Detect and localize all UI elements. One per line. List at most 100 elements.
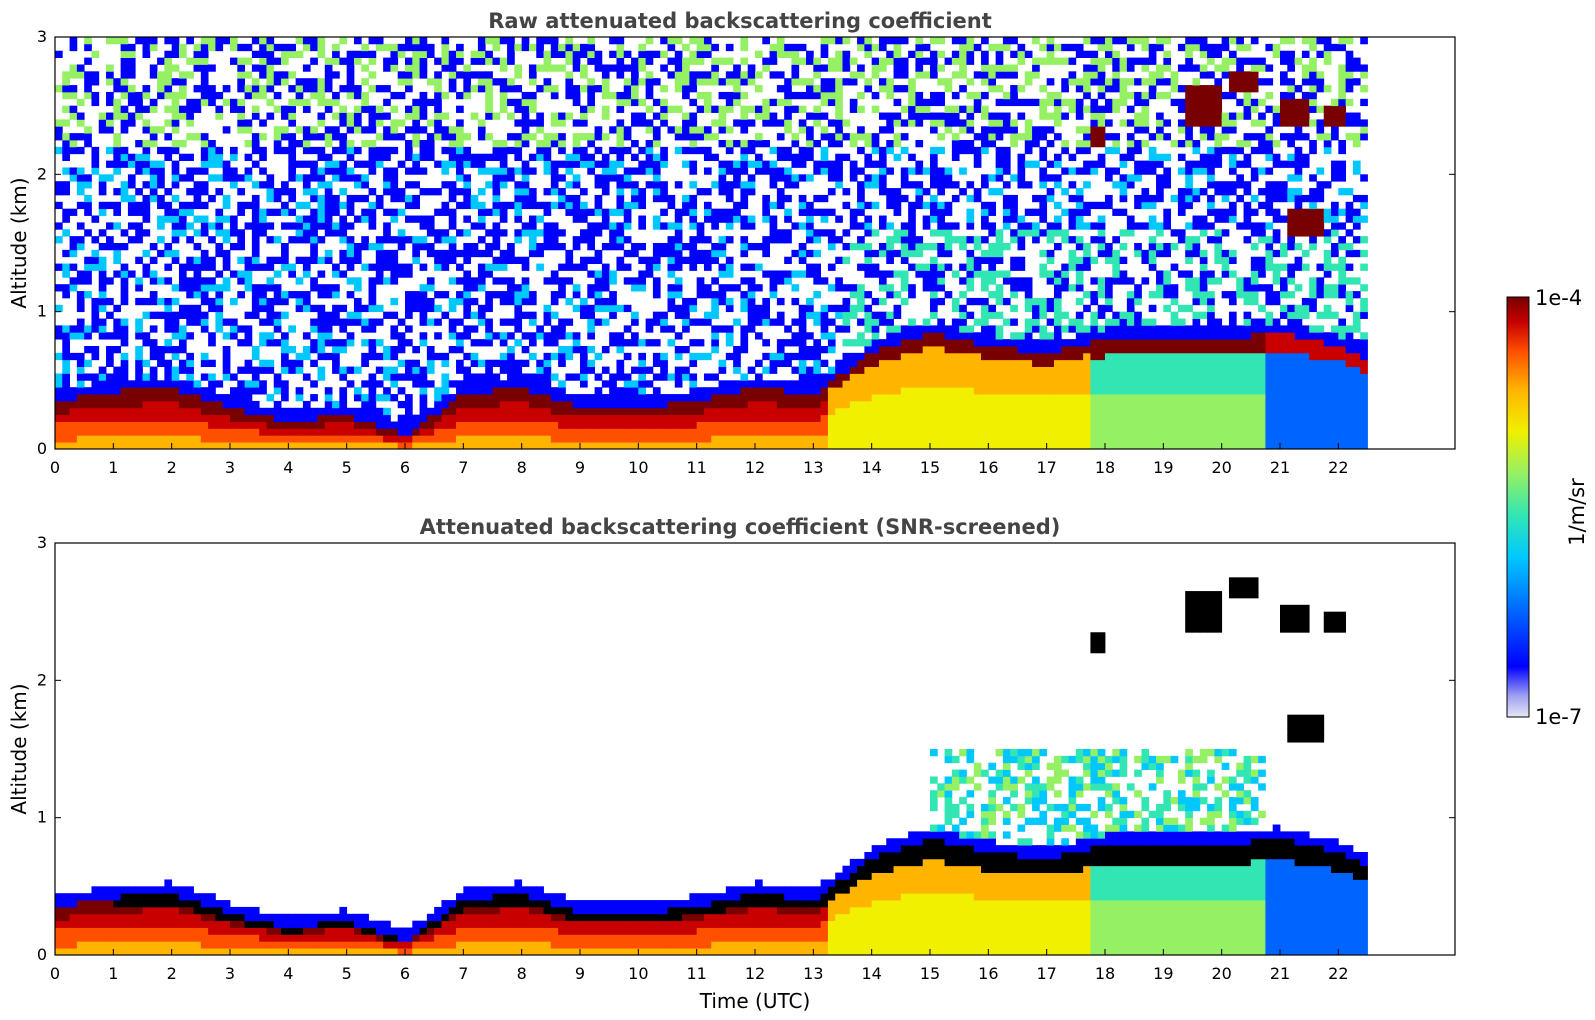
heatmap-cell bbox=[740, 57, 749, 65]
heatmap-cell bbox=[324, 249, 333, 258]
heatmap-cell bbox=[120, 339, 129, 347]
heatmap-cell bbox=[62, 105, 70, 113]
heatmap-cell bbox=[580, 414, 588, 422]
heatmap-cell bbox=[827, 373, 836, 381]
heatmap-cell bbox=[922, 352, 931, 361]
heatmap-cell bbox=[441, 201, 450, 210]
heatmap-cell bbox=[528, 421, 537, 429]
heatmap-cell bbox=[237, 201, 245, 210]
heatmap-cell bbox=[208, 98, 216, 107]
heatmap-cell bbox=[157, 222, 165, 230]
heatmap-cell bbox=[944, 263, 953, 271]
heatmap-cell bbox=[616, 119, 625, 127]
heatmap-cell bbox=[981, 421, 989, 429]
heatmap-cell bbox=[842, 304, 851, 313]
heatmap-cell bbox=[251, 373, 260, 381]
heatmap-cell bbox=[740, 236, 749, 244]
heatmap-cell bbox=[966, 346, 975, 354]
heatmap-cell bbox=[273, 311, 282, 319]
heatmap-cell bbox=[528, 229, 537, 237]
heatmap-cell bbox=[397, 332, 406, 340]
heatmap-cell bbox=[1010, 428, 1018, 436]
heatmap-cell bbox=[361, 215, 369, 223]
heatmap-cell bbox=[514, 304, 523, 313]
heatmap-cell bbox=[791, 140, 800, 148]
heatmap-cell bbox=[528, 249, 537, 258]
heatmap-cell bbox=[1002, 366, 1011, 374]
heatmap-cell bbox=[507, 435, 515, 443]
heatmap-cell bbox=[288, 160, 297, 168]
heatmap-cell bbox=[375, 277, 384, 285]
heatmap-cell bbox=[339, 421, 348, 429]
heatmap-cell bbox=[667, 222, 676, 230]
heatmap-cell bbox=[507, 85, 515, 93]
heatmap-cell bbox=[434, 421, 442, 429]
heatmap-cell bbox=[215, 407, 224, 416]
heatmap-cell bbox=[660, 318, 668, 326]
heatmap-cell bbox=[514, 339, 523, 347]
heatmap-cell bbox=[849, 407, 858, 416]
heatmap-cell bbox=[405, 57, 413, 65]
heatmap-cell bbox=[915, 194, 924, 203]
heatmap-cell bbox=[638, 201, 647, 210]
heatmap-cell bbox=[98, 380, 107, 388]
heatmap-cell bbox=[295, 140, 304, 148]
heatmap-cell bbox=[149, 407, 158, 416]
heatmap-cell bbox=[944, 249, 953, 258]
heatmap-cell bbox=[645, 78, 654, 86]
heatmap-cell bbox=[98, 297, 107, 306]
heatmap-cell bbox=[922, 373, 931, 381]
heatmap-cell bbox=[864, 160, 873, 168]
heatmap-cell bbox=[339, 400, 348, 409]
heatmap-cell bbox=[208, 263, 216, 271]
heatmap-cell bbox=[908, 359, 916, 367]
heatmap-cell bbox=[244, 387, 253, 395]
heatmap-cell bbox=[973, 400, 982, 409]
heatmap-cell bbox=[871, 407, 880, 416]
heatmap-cell bbox=[988, 380, 997, 388]
heatmap-cell bbox=[871, 297, 880, 306]
heatmap-cell bbox=[470, 387, 479, 395]
heatmap-cell bbox=[507, 201, 515, 210]
heatmap-cell bbox=[871, 249, 880, 258]
heatmap-cell bbox=[864, 366, 873, 374]
heatmap-cell bbox=[84, 277, 92, 285]
heatmap-cell bbox=[886, 346, 894, 354]
heatmap-cell bbox=[667, 304, 676, 313]
heatmap-cell bbox=[98, 428, 107, 436]
heatmap-cell bbox=[426, 98, 435, 107]
heatmap-cell bbox=[521, 428, 530, 436]
heatmap-cell bbox=[565, 332, 574, 340]
heatmap-cell bbox=[660, 194, 668, 203]
heatmap-cell bbox=[91, 407, 100, 416]
heatmap-cell bbox=[98, 407, 107, 416]
heatmap-cell bbox=[565, 435, 574, 443]
heatmap-cell bbox=[747, 119, 756, 127]
heatmap-cell bbox=[259, 263, 267, 271]
heatmap-cell bbox=[944, 78, 953, 86]
heatmap-cell bbox=[981, 146, 989, 155]
heatmap-cell bbox=[981, 387, 989, 395]
heatmap-cell bbox=[652, 126, 661, 134]
heatmap-cell bbox=[528, 318, 537, 326]
heatmap-cell bbox=[806, 236, 814, 244]
heatmap-cell bbox=[857, 126, 865, 134]
heatmap-cell bbox=[237, 64, 245, 72]
heatmap-cell bbox=[565, 263, 574, 271]
heatmap-cell bbox=[849, 291, 858, 299]
heatmap-cell bbox=[631, 188, 639, 196]
heatmap-cell bbox=[842, 37, 851, 45]
heatmap-cell bbox=[507, 373, 515, 381]
heatmap-cell bbox=[332, 57, 340, 65]
heatmap-cell bbox=[142, 332, 151, 340]
heatmap-cell bbox=[281, 428, 289, 436]
heatmap-cell bbox=[587, 167, 595, 175]
heatmap-cell bbox=[353, 215, 362, 223]
heatmap-cell bbox=[222, 167, 231, 175]
heatmap-cell bbox=[813, 112, 822, 120]
heatmap-cell bbox=[375, 201, 384, 210]
heatmap-cell bbox=[791, 50, 800, 58]
heatmap-cell bbox=[623, 380, 632, 388]
heatmap-cell bbox=[900, 332, 909, 340]
heatmap-cell bbox=[565, 256, 574, 264]
